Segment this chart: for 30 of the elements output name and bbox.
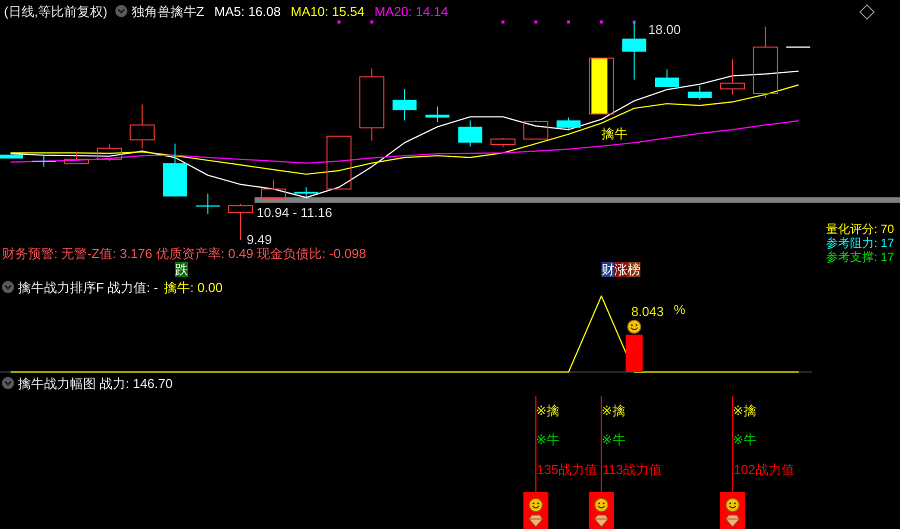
text: 战力值	[755, 462, 794, 477]
annotation: %	[674, 302, 686, 317]
legend-item: MA20: 14.14	[374, 4, 448, 19]
text: ※牛	[732, 432, 757, 447]
legend-item: MA10: 15.54	[290, 4, 364, 19]
text: 财务预警: 无警-Z值: 3.176 优质资产率: 0.49 现金负债比: -0.098	[2, 246, 366, 261]
text: 参考阻力: 17	[826, 236, 894, 250]
text: 量化评分: 70	[826, 222, 894, 236]
text: ※牛	[601, 432, 626, 447]
legend-item: 擒牛: 0.00	[164, 280, 223, 295]
text: 参考支撑: 17	[826, 250, 894, 264]
annotation: 18.00	[648, 22, 681, 37]
band-label: 10.94 - 11.16	[256, 204, 332, 220]
chart-title: (日线,等比前复权)	[4, 4, 108, 19]
text: ※牛	[536, 432, 560, 447]
annotation: 擒牛	[601, 126, 628, 141]
annotation: 8.043	[631, 304, 664, 319]
annotation: 9.49	[246, 232, 272, 247]
chart-subtitle: 独角兽擒牛Z	[131, 4, 204, 19]
text: ※擒	[601, 403, 626, 418]
text: 战力值	[558, 462, 598, 477]
chart-title: 擒牛战力排序F 战力值: -	[18, 280, 158, 295]
text: ※擒	[536, 403, 560, 418]
data-label: 135	[536, 462, 558, 477]
data-label: 102	[734, 462, 756, 477]
text: 战力值	[623, 462, 662, 477]
data-label: 113	[602, 462, 624, 477]
text: ※擒	[732, 403, 757, 418]
text: 擒牛战力幅图 战力: 146.70	[18, 376, 173, 391]
legend-item: MA5: 16.08	[214, 4, 281, 19]
